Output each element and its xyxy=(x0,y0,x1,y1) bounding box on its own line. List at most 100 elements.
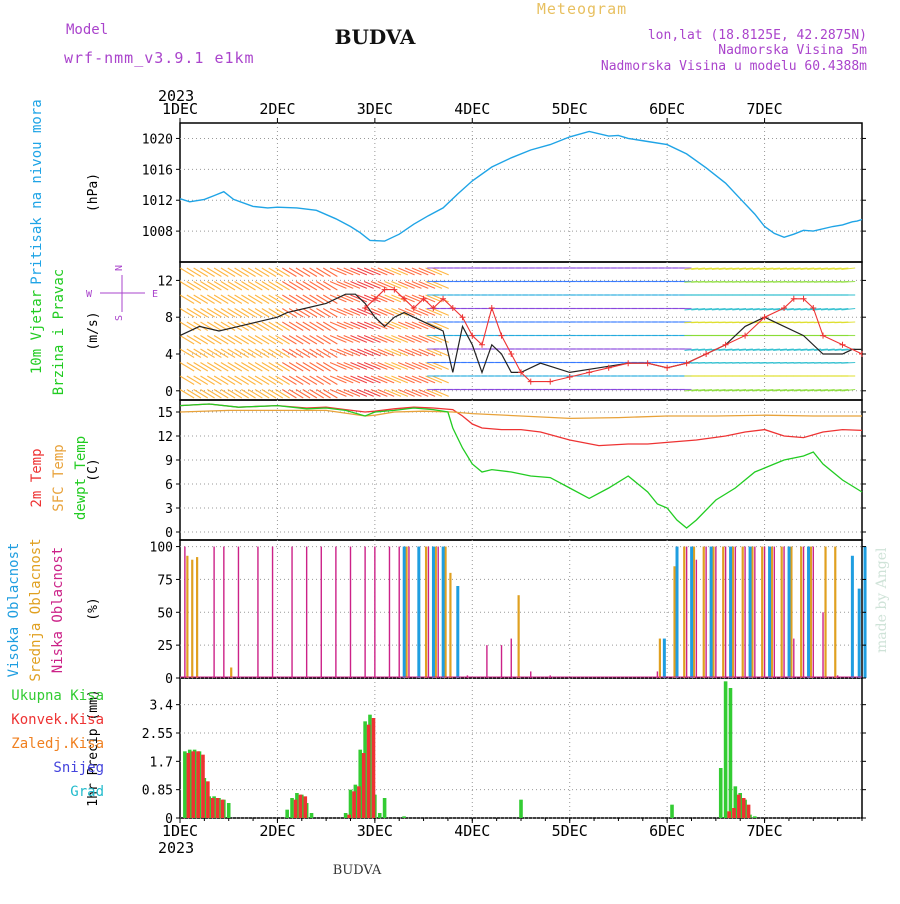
pressure-line xyxy=(179,130,863,242)
wind-arrow xyxy=(241,267,256,277)
cloud-bar xyxy=(191,559,194,678)
panel-frame-precipitation xyxy=(179,677,863,819)
wind-arrow xyxy=(241,335,256,345)
wind-arrow xyxy=(357,348,374,357)
wind-arrow xyxy=(254,362,270,372)
ytick-label: 12 xyxy=(157,430,173,445)
wind-arrow xyxy=(691,267,706,271)
wind-arrow xyxy=(329,388,347,397)
precip-bar xyxy=(226,803,231,818)
cloud-bar xyxy=(510,638,512,678)
wind-arrow xyxy=(302,294,318,304)
wind-arrow xyxy=(684,388,699,392)
wind-arrow xyxy=(329,321,347,330)
wind-arrow xyxy=(418,267,436,276)
wind-gust-marker xyxy=(820,332,827,339)
wind-arrow xyxy=(398,334,415,343)
wind-arrow xyxy=(432,280,449,289)
cloud-bar xyxy=(184,546,186,678)
wind-arrow xyxy=(425,280,443,289)
wind-arrow xyxy=(418,348,436,357)
precip-bar xyxy=(201,754,205,818)
wind-arrow xyxy=(814,267,828,271)
wind-arrow xyxy=(288,294,304,304)
wind-arrow xyxy=(841,321,856,324)
wind-arrow xyxy=(329,375,347,384)
wind-arrow xyxy=(322,281,338,291)
wind-arrow xyxy=(186,321,202,331)
wind-arrow xyxy=(343,334,361,343)
wind-arrow xyxy=(234,362,249,372)
year-label-top: 2023 xyxy=(158,87,194,105)
wind-arrow xyxy=(268,321,284,331)
wind-arrow xyxy=(220,308,236,318)
wind-arrow xyxy=(704,388,719,392)
wind-arrow xyxy=(213,362,229,372)
wind-arrow xyxy=(814,388,828,392)
wind-arrow xyxy=(391,388,409,397)
precip-bar xyxy=(727,811,731,818)
wind-arrow xyxy=(411,375,429,384)
wind-arrow xyxy=(711,307,726,311)
wind-arrow xyxy=(336,334,354,343)
cloud-bar xyxy=(223,546,225,678)
wind-arrow xyxy=(275,362,290,372)
wind-arrow xyxy=(786,267,801,271)
wind-arrow xyxy=(391,334,409,343)
cloud-bar xyxy=(335,546,337,678)
wind-arrow xyxy=(186,335,202,345)
wind-arrow xyxy=(234,389,249,399)
wind-arrow xyxy=(268,362,284,372)
wind-arrow xyxy=(254,389,270,399)
wind-arrow xyxy=(739,388,753,392)
xtick-label-top: 1DEC xyxy=(162,100,198,118)
wind-arrow xyxy=(800,267,815,271)
wind-arrow xyxy=(336,348,354,357)
wind-arrow xyxy=(391,307,409,316)
wind-arrow xyxy=(295,294,311,304)
precip-bar xyxy=(366,724,371,818)
ytick-label: 1.7 xyxy=(150,755,173,770)
wind-arrow xyxy=(425,361,443,370)
wind-arrow xyxy=(432,375,449,384)
ytick-label: 6 xyxy=(165,478,173,493)
wind-arrow xyxy=(206,308,222,318)
wind-arrow xyxy=(343,294,361,303)
wind-arrow xyxy=(295,389,311,399)
cloud-bar xyxy=(857,588,861,678)
wind-gust-marker xyxy=(430,305,437,311)
xtick-label-bottom: 3DEC xyxy=(357,822,393,840)
wind-arrow xyxy=(227,281,243,291)
cloud-bar xyxy=(402,546,406,678)
wind-arrow xyxy=(357,307,374,316)
wind-gust-marker xyxy=(508,351,515,357)
wind-gust-marker xyxy=(566,374,573,380)
wind-arrow xyxy=(350,307,368,316)
precip-legend-0: Ukupna Kisa xyxy=(11,688,104,704)
ytick-label: 8 xyxy=(165,311,173,326)
cloud-bar xyxy=(320,546,322,678)
wind-gust-marker xyxy=(391,286,398,293)
compass-s: S xyxy=(114,315,125,321)
wind-arrow xyxy=(309,335,325,345)
precip-legend-3: Snijeg xyxy=(53,760,104,776)
wind-arrow xyxy=(377,388,395,397)
wind-arrow xyxy=(793,348,808,352)
wind-arrow xyxy=(329,348,347,357)
wind-arrow xyxy=(827,348,842,352)
wind-arrow xyxy=(193,308,209,318)
wind-arrow xyxy=(773,267,788,271)
wind-arrow xyxy=(316,267,331,277)
precip-bar xyxy=(293,799,298,818)
wind-arrow xyxy=(241,348,256,358)
wind-arrow xyxy=(322,308,338,318)
wind-arrow xyxy=(377,267,395,276)
wind-arrow xyxy=(350,321,368,330)
wind-arrow xyxy=(179,308,195,318)
wind-arrow xyxy=(725,348,740,352)
cloud-bar xyxy=(305,546,308,678)
wind-arrow xyxy=(357,334,374,343)
wind-arrow xyxy=(384,334,402,343)
wind-arrow xyxy=(377,307,395,316)
